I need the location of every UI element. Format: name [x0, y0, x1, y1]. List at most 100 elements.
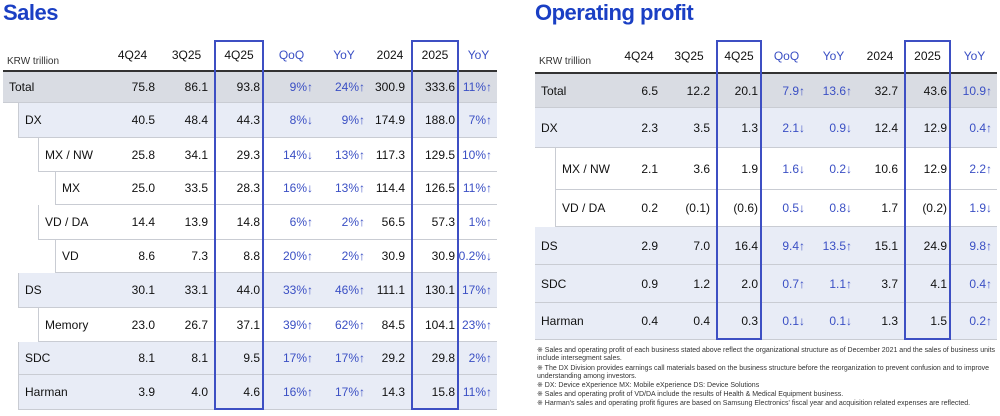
row-label: MX / NW	[555, 148, 615, 190]
table-cell: 2.1↓	[763, 108, 810, 148]
table-cell: 57.3	[410, 205, 460, 240]
table-cell: 3.6	[663, 148, 715, 190]
column-header: 2024	[866, 49, 894, 63]
table-cell: 10.9↑	[952, 74, 997, 108]
row-bg	[55, 172, 497, 205]
table-cell: 3.5	[663, 108, 715, 148]
row-label: Total	[3, 72, 105, 103]
table-cell: 17%↑	[318, 342, 370, 375]
table-cell: 0.5↓	[763, 190, 810, 227]
table-cell: 104.1	[410, 308, 460, 342]
table-cell: 48.4	[160, 103, 213, 138]
table-cell: 129.5	[410, 138, 460, 172]
table-cell: 8.1	[160, 342, 213, 375]
table-cell: 0.4	[615, 303, 663, 340]
unit-label: KRW trillion	[7, 56, 60, 67]
table-cell: 0.9↓	[810, 108, 857, 148]
table-cell: 11%↑	[460, 72, 497, 103]
table-cell: 1.3	[715, 108, 763, 148]
row-label: VD / DA	[555, 190, 615, 227]
table-cell: 20.1	[715, 74, 763, 108]
table-cell: 33.5	[160, 172, 213, 205]
table-cell: 15.1	[857, 227, 903, 265]
table-cell: 20%↑	[265, 240, 318, 273]
table-cell: 0.1↓	[763, 303, 810, 340]
column-highlight	[716, 40, 762, 340]
table-cell: 30.9	[410, 240, 460, 273]
row-bg	[55, 240, 497, 273]
table-cell: 13.9	[160, 205, 213, 240]
table-cell: 62%↑	[318, 308, 370, 342]
table-cell: 9%↑	[318, 103, 370, 138]
table-cell: 2%↑	[460, 342, 497, 375]
table-cell: 0.2↑	[952, 303, 997, 340]
table-cell: 0.4↑	[952, 265, 997, 303]
row-label: DX	[535, 108, 615, 148]
table-cell: 12.2	[663, 74, 715, 108]
table-cell: 114.4	[370, 172, 410, 205]
table-cell: 23%↑	[460, 308, 497, 342]
table-cell: 117.3	[370, 138, 410, 172]
row-bg	[535, 265, 997, 303]
table-cell: 16.4	[715, 227, 763, 265]
row-bg	[535, 74, 997, 108]
row-label: MX	[55, 172, 105, 205]
table-cell: 1.6↓	[763, 148, 810, 190]
table-cell: 7.9↑	[763, 74, 810, 108]
table-cell: 33.1	[160, 273, 213, 308]
table-cell: 93.8	[213, 72, 265, 103]
table-cell: 46%↑	[318, 273, 370, 308]
table-cell: 0.8↓	[810, 190, 857, 227]
table-cell: 12.4	[857, 108, 903, 148]
table-cell: 0.1↓	[810, 303, 857, 340]
header-rule	[535, 72, 997, 74]
table-cell: 17%↑	[265, 342, 318, 375]
row-label: SDC	[535, 265, 615, 303]
table-cell: 16%↓	[265, 172, 318, 205]
table-cell: 25.8	[105, 138, 160, 172]
table-cell: 56.5	[370, 205, 410, 240]
row-label: MX / NW	[38, 138, 105, 172]
table-cell: 43.6	[903, 74, 952, 108]
column-header: YoY	[963, 49, 986, 63]
table-cell: 0.4	[663, 303, 715, 340]
table-cell: 1%↑	[460, 205, 497, 240]
table-cell: (0.6)	[715, 190, 763, 227]
table-cell: 0.4↑	[952, 108, 997, 148]
table-cell: 16%↑	[265, 375, 318, 410]
table-cell: 9.4↑	[763, 227, 810, 265]
table-cell: 14.4	[105, 205, 160, 240]
table-cell: 2.3	[615, 108, 663, 148]
row-label: VD	[55, 240, 105, 273]
table-cell: 333.6	[410, 72, 460, 103]
row-label: Harman	[535, 303, 615, 340]
column-header: YoY	[333, 48, 355, 62]
table-cell: 4.1	[903, 265, 952, 303]
row-bg	[535, 303, 997, 340]
table-cell: 1.9↓	[952, 190, 997, 227]
table-cell: 14.3	[370, 375, 410, 410]
table-cell: 9%↑	[265, 72, 318, 103]
row-label: VD / DA	[38, 205, 105, 240]
table-cell: 84.5	[370, 308, 410, 342]
footnote: ※ The DX Division provides earnings call…	[537, 365, 990, 380]
row-bg	[18, 273, 497, 308]
table-cell: 2.2↑	[952, 148, 997, 190]
column-header: 2025	[914, 49, 941, 63]
section-title: Sales	[3, 0, 59, 25]
column-header: 2025	[421, 48, 449, 62]
table-cell: 25.0	[105, 172, 160, 205]
row-bg	[535, 108, 997, 148]
table-cell: 6.5	[615, 74, 663, 108]
column-header: 4Q25	[724, 49, 754, 63]
footnote: ※ Harman's sales and operating profit fi…	[537, 400, 971, 407]
column-header: YoY	[467, 48, 490, 62]
column-header: 4Q25	[224, 48, 254, 62]
table-cell: 7.3	[160, 240, 213, 273]
table-cell: 6%↑	[265, 205, 318, 240]
table-cell: 4.0	[160, 375, 213, 410]
table-cell: 75.8	[105, 72, 160, 103]
table-cell: 24.9	[903, 227, 952, 265]
table-cell: 14%↓	[265, 138, 318, 172]
